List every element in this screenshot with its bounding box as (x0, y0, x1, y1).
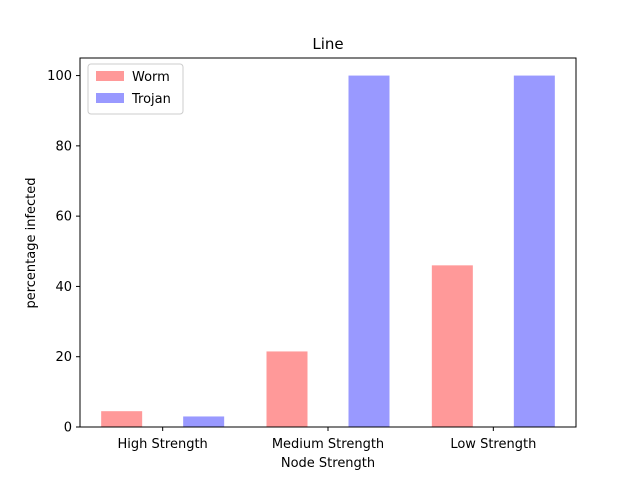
y-axis-title: percentage infected (24, 177, 39, 308)
bar-trojan-1 (183, 416, 225, 427)
y-tick-label: 80 (55, 139, 72, 154)
bar-worm-1 (101, 411, 143, 427)
bars-layer (101, 75, 555, 427)
legend-swatch-worm (96, 71, 124, 81)
y-tick-label: 40 (55, 280, 72, 295)
legend-label-worm: Worm (132, 70, 170, 85)
y-tick-label: 100 (47, 69, 72, 84)
x-tick-label: Low Strength (450, 437, 536, 452)
x-tick-label: Medium Strength (272, 437, 384, 452)
y-tick-label: 60 (55, 210, 72, 225)
bar-worm-2 (266, 351, 308, 427)
legend: Worm Trojan (87, 63, 184, 115)
bar-worm-3 (431, 265, 473, 427)
y-tick-label: 20 (55, 350, 72, 365)
chart-title: Line (312, 35, 343, 53)
y-tick-label: 0 (64, 421, 72, 436)
legend-label-trojan: Trojan (131, 92, 171, 107)
x-tick-label: High Strength (118, 437, 208, 452)
bar-trojan-3 (513, 75, 555, 427)
bar-trojan-2 (348, 75, 390, 427)
legend-swatch-trojan (96, 93, 124, 103)
x-axis-title: Node Strength (281, 456, 375, 471)
ticks-layer: 0 20 40 60 80 100 High Strength Medium Strength… (47, 69, 536, 452)
